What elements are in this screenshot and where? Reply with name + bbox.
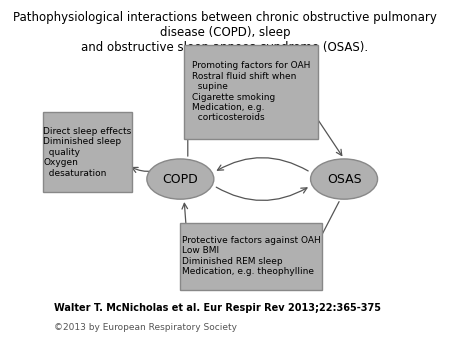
Text: Protective factors against OAH
Low BMI
Diminished REM sleep
Medication, e.g. the: Protective factors against OAH Low BMI D…	[182, 236, 320, 276]
Text: COPD: COPD	[162, 173, 198, 186]
FancyBboxPatch shape	[180, 223, 322, 290]
Text: Pathophysiological interactions between chronic obstructive pulmonary disease (C: Pathophysiological interactions between …	[13, 11, 437, 54]
Ellipse shape	[310, 159, 378, 199]
Text: ©2013 by European Respiratory Society: ©2013 by European Respiratory Society	[54, 323, 237, 332]
Ellipse shape	[147, 159, 214, 199]
Text: Promoting factors for OAH
Rostral fluid shift when
  supine
Cigarette smoking
Me: Promoting factors for OAH Rostral fluid …	[192, 62, 310, 122]
Text: Walter T. McNicholas et al. Eur Respir Rev 2013;22:365-375: Walter T. McNicholas et al. Eur Respir R…	[54, 303, 381, 313]
Text: OSAS: OSAS	[327, 173, 361, 186]
FancyBboxPatch shape	[184, 45, 318, 139]
Text: Direct sleep effects
Diminished sleep
  quality
Oxygen
  desaturation: Direct sleep effects Diminished sleep qu…	[43, 127, 131, 177]
FancyBboxPatch shape	[43, 112, 132, 192]
